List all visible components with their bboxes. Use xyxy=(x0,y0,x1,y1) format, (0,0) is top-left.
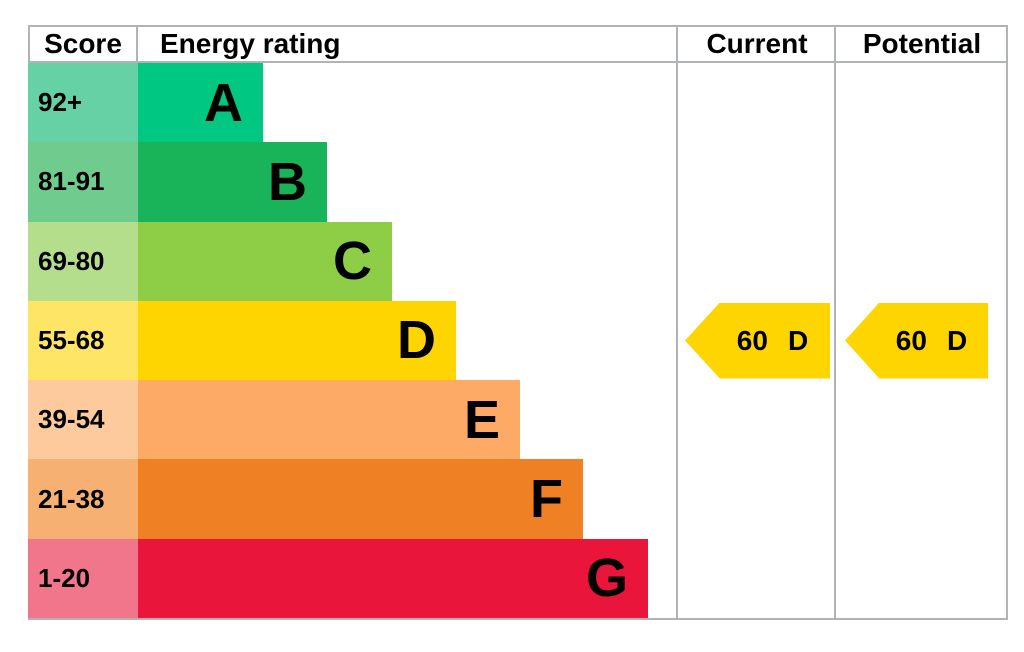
current-rating-letter: D xyxy=(787,324,809,356)
band-score-cell-g: 1-20 xyxy=(28,538,138,618)
potential-rating-arrow: 60 D xyxy=(845,302,988,379)
band-letter-c: C xyxy=(333,231,372,292)
potential-rating-value: 60 xyxy=(895,324,927,356)
band-score-cell-f: 21-38 xyxy=(28,459,138,539)
current-rating-value: 60 xyxy=(736,324,768,356)
band-row-a: 92+ A xyxy=(28,63,1008,143)
band-bar-a: A xyxy=(138,63,263,143)
band-row-f: 21-38 F xyxy=(28,459,1008,539)
grid-line-top xyxy=(28,25,1008,27)
header-current: Current xyxy=(706,28,808,59)
band-score-cell-c: 69-80 xyxy=(28,221,138,301)
band-rows: 92+ A 81-91 B 69-80 C 55-68 xyxy=(28,63,1008,618)
band-bar-g: G xyxy=(138,538,648,618)
band-bar-b: B xyxy=(138,142,327,222)
band-bar-e: E xyxy=(138,380,520,460)
grid-line-right xyxy=(1006,25,1008,620)
band-score-label-d: 55-68 xyxy=(38,324,105,355)
band-letter-b: B xyxy=(268,151,307,212)
band-score-label-g: 1-20 xyxy=(38,562,91,593)
band-score-cell-e: 39-54 xyxy=(28,380,138,460)
grid-line-bottom xyxy=(28,618,1008,620)
band-score-label-b: 81-91 xyxy=(38,166,105,197)
band-letter-e: E xyxy=(463,389,500,450)
band-score-label-c: 69-80 xyxy=(38,245,105,276)
band-row-c: 69-80 C xyxy=(28,221,1008,301)
band-row-d: 55-68 D xyxy=(28,300,1008,381)
band-score-label-f: 21-38 xyxy=(38,483,105,514)
grid-line-header-bottom xyxy=(28,61,1008,63)
band-bar-c: C xyxy=(138,221,392,301)
band-score-cell-d: 55-68 xyxy=(28,300,138,381)
grid-line-score-divider xyxy=(136,25,138,63)
band-row-g: 1-20 G xyxy=(28,538,1008,618)
band-letter-f: F xyxy=(530,469,563,530)
current-rating-arrow: 60 D xyxy=(685,302,830,379)
band-score-label-e: 39-54 xyxy=(38,404,105,435)
band-row-b: 81-91 B xyxy=(28,142,1008,222)
band-bar-f: F xyxy=(138,459,583,539)
header-energy-rating: Energy rating xyxy=(160,28,341,59)
band-bar-d: D xyxy=(138,300,456,381)
header-score: Score xyxy=(44,28,122,59)
band-letter-a: A xyxy=(204,72,243,133)
band-score-label-a: 92+ xyxy=(38,87,83,118)
grid-line-current-column-left xyxy=(676,25,678,620)
band-row-e: 39-54 E xyxy=(28,380,1008,460)
grid-line-left xyxy=(28,25,30,63)
band-score-cell-a: 92+ xyxy=(28,63,138,143)
band-letter-g: G xyxy=(585,548,628,609)
band-letter-d: D xyxy=(397,310,436,371)
header-potential: Potential xyxy=(862,28,982,59)
potential-rating-letter: D xyxy=(946,324,968,356)
band-score-cell-b: 81-91 xyxy=(28,142,138,222)
grid-line-potential-column-left xyxy=(834,25,836,620)
